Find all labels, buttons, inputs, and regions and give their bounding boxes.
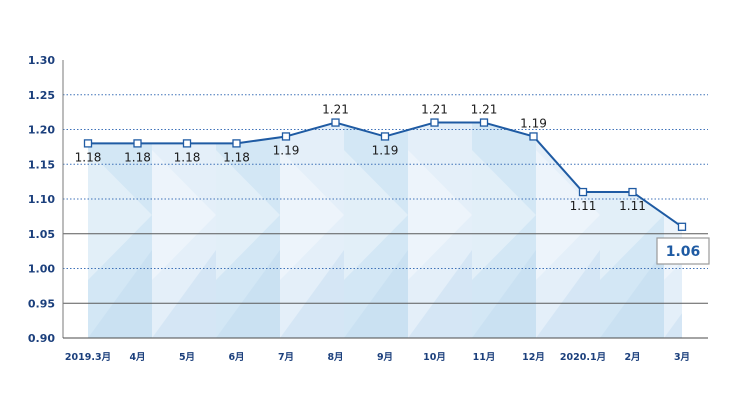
data-label: 1.21 [421, 103, 448, 117]
data-point [83, 139, 93, 148]
x-tick-labels: 2019.3月 4月 5月 6月 7月 8月 9月 10月 11月 12月 2020.1月 2月 3月 [65, 352, 690, 363]
background-triangle [280, 250, 344, 338]
background-triangle [408, 250, 472, 338]
x-tick-label: 2月 [624, 352, 640, 363]
y-tick-label: 1.10 [28, 193, 55, 206]
background-triangle [344, 150, 408, 280]
x-tick-label: 4月 [129, 352, 145, 363]
gridlines [63, 94, 708, 304]
x-tick-label: 11月 [473, 352, 496, 363]
data-point [380, 132, 390, 141]
highlight-data-label: 1.06 [666, 244, 701, 260]
background-triangle [152, 150, 216, 280]
x-tick-label: 5月 [179, 352, 195, 363]
data-point [182, 139, 192, 148]
data-point [628, 187, 637, 197]
background-triangle [152, 250, 216, 338]
data-label: 1.18 [75, 150, 102, 164]
background-column [152, 122, 216, 338]
background-triangle [408, 150, 472, 280]
y-tick-label: 0.95 [28, 297, 55, 310]
x-tick-label: 10月 [423, 352, 446, 363]
data-point [677, 222, 687, 231]
data-label: 1.19 [520, 116, 547, 130]
background-column [472, 122, 536, 338]
background-triangle [216, 250, 280, 338]
background-triangle [88, 150, 152, 280]
background-column [216, 122, 280, 338]
background-column [88, 122, 152, 338]
background-triangle [216, 150, 280, 280]
background-column [280, 122, 344, 338]
data-point [529, 132, 538, 141]
data-point [430, 118, 439, 127]
data-point [232, 139, 241, 148]
background-triangle [280, 150, 344, 280]
data-label: 1.18 [223, 150, 250, 164]
background-pattern [88, 122, 682, 338]
x-tick-label: 7月 [278, 352, 294, 363]
background-column [408, 122, 472, 338]
data-points [83, 118, 687, 231]
y-tick-label: 1.15 [28, 158, 55, 171]
data-label: 1.18 [124, 150, 151, 164]
background-triangle [664, 250, 682, 338]
data-point [133, 139, 142, 148]
background-triangle [472, 150, 536, 280]
data-label: 1.21 [322, 103, 349, 117]
background-column [664, 122, 682, 338]
data-point [281, 132, 291, 141]
x-tick-label: 12月 [522, 352, 545, 363]
y-tick-label: 1.00 [28, 263, 55, 276]
y-tick-label: 0.90 [28, 332, 55, 345]
background-triangle [600, 250, 664, 338]
x-tick-label: 2020.1月 [560, 352, 606, 363]
data-point [479, 118, 489, 127]
background-column [344, 122, 408, 338]
data-labels: 1.18 1.18 1.18 1.18 1.19 1.21 1.19 1.21 1.21 1.19… [75, 103, 710, 265]
data-point [331, 118, 340, 127]
y-tick-label: 1.25 [28, 89, 55, 102]
x-tick-label: 9月 [377, 352, 393, 363]
background-triangle [88, 250, 152, 338]
data-label: 1.19 [273, 143, 300, 157]
y-tick-label: 1.20 [28, 124, 55, 137]
background-triangle [472, 250, 536, 338]
data-label: 1.11 [619, 199, 646, 213]
x-tick-label: 3月 [674, 352, 690, 363]
background-triangle [536, 250, 600, 338]
data-label: 1.11 [570, 199, 597, 213]
data-point [578, 187, 588, 197]
y-tick-label: 1.05 [28, 228, 55, 241]
data-label: 1.18 [174, 150, 201, 164]
background-triangle [536, 150, 600, 280]
data-label: 1.21 [471, 103, 498, 117]
y-tick-labels: 0.90 0.95 1.00 1.05 1.10 1.15 1.20 1.25 1.30 [28, 54, 55, 345]
y-tick-label: 1.30 [28, 54, 55, 67]
background-triangle [344, 250, 408, 338]
x-tick-label: 2019.3月 [65, 352, 111, 363]
x-tick-label: 6月 [228, 352, 244, 363]
data-label: 1.19 [372, 143, 399, 157]
x-tick-label: 8月 [327, 352, 343, 363]
highlight-label-box [656, 237, 710, 265]
